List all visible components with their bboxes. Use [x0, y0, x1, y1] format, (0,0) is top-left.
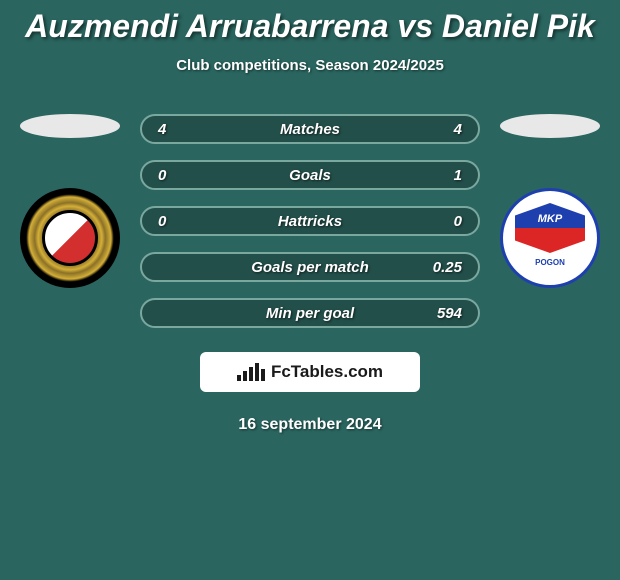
- subtitle: Club competitions, Season 2024/2025: [0, 57, 620, 74]
- icon-bar: [243, 371, 247, 381]
- icon-bar: [237, 375, 241, 381]
- stats-column: 4Matches40Goals10Hattricks0Goals per mat…: [130, 114, 490, 344]
- stat-bar: 0Hattricks0: [140, 206, 480, 236]
- stat-left-value: 0: [158, 213, 198, 230]
- stat-left-value: 4: [158, 121, 198, 138]
- date-text: 16 september 2024: [0, 416, 620, 434]
- stat-right-value: 1: [422, 167, 462, 184]
- stat-label: Hattricks: [198, 213, 422, 230]
- stat-bar: Min per goal594: [140, 298, 480, 328]
- fctables-attribution: FcTables.com: [200, 352, 420, 392]
- icon-bar: [261, 369, 265, 381]
- stat-bar: 0Goals1: [140, 160, 480, 190]
- stat-bar: 4Matches4: [140, 114, 480, 144]
- stat-right-value: 0: [422, 213, 462, 230]
- icon-bar: [255, 363, 259, 381]
- right-club-badge: POGON: [500, 188, 600, 288]
- stat-left-value: 0: [158, 167, 198, 184]
- content-area: 4Matches40Goals10Hattricks0Goals per mat…: [0, 114, 620, 344]
- stat-label: Matches: [198, 121, 422, 138]
- stat-right-value: 0.25: [422, 259, 462, 276]
- right-club-sub-label: POGON: [535, 258, 565, 267]
- left-player-col: [10, 114, 130, 288]
- fctables-label: FcTables.com: [271, 362, 383, 382]
- fctables-icon: [237, 363, 265, 381]
- stat-label: Goals per match: [198, 259, 422, 276]
- page-title: Auzmendi Arruabarrena vs Daniel Pik: [0, 0, 620, 45]
- left-player-oval: [20, 114, 120, 138]
- stat-label: Goals: [198, 167, 422, 184]
- left-club-badge: [20, 188, 120, 288]
- stat-label: Min per goal: [198, 305, 422, 322]
- comparison-chart: Auzmendi Arruabarrena vs Daniel Pik Club…: [0, 0, 620, 580]
- right-player-oval: [500, 114, 600, 138]
- stat-right-value: 4: [422, 121, 462, 138]
- stat-right-value: 594: [422, 305, 462, 322]
- icon-bar: [249, 367, 253, 381]
- stat-bar: Goals per match0.25: [140, 252, 480, 282]
- right-player-col: POGON: [490, 114, 610, 288]
